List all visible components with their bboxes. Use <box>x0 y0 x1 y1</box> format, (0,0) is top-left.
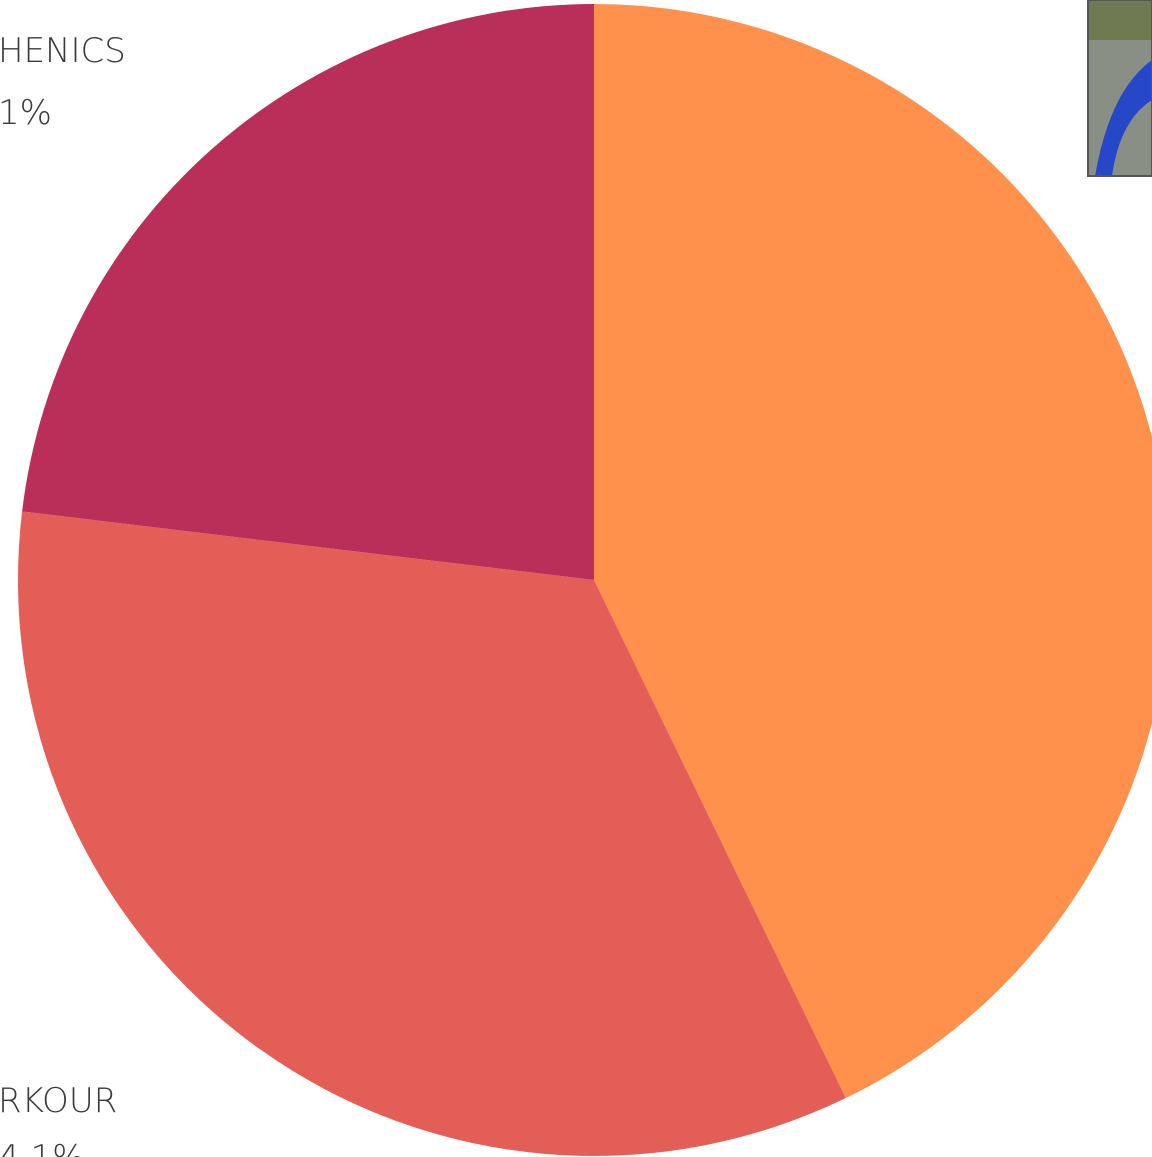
pie-slice <box>594 4 1152 1099</box>
slice-value-label: 1% <box>0 93 52 133</box>
pie-slice <box>22 4 595 580</box>
slice-label: HENICS <box>0 31 126 71</box>
slice-value-label: 4.1% <box>0 1138 84 1157</box>
photo-thumbnail <box>1087 0 1152 177</box>
slice-label: RKOUR <box>0 1081 117 1121</box>
pie-slice <box>17 511 846 1156</box>
